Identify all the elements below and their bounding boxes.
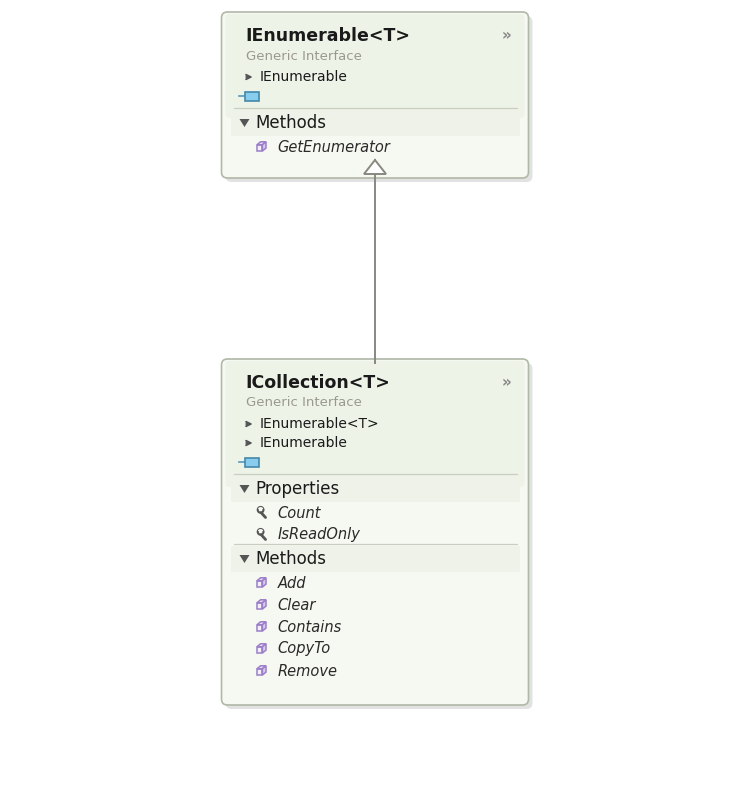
Text: Count: Count xyxy=(278,505,321,520)
Polygon shape xyxy=(262,666,266,675)
Text: GetEnumerator: GetEnumerator xyxy=(278,140,390,155)
Text: Generic Interface: Generic Interface xyxy=(245,50,362,63)
Polygon shape xyxy=(262,142,266,151)
Text: IEnumerable: IEnumerable xyxy=(260,70,347,84)
Text: Properties: Properties xyxy=(256,480,340,498)
Polygon shape xyxy=(257,646,262,653)
Polygon shape xyxy=(364,160,386,174)
Text: Methods: Methods xyxy=(256,550,326,568)
FancyBboxPatch shape xyxy=(226,363,532,709)
Text: Remove: Remove xyxy=(278,663,338,678)
Text: IEnumerable<T>: IEnumerable<T> xyxy=(260,417,379,431)
Text: IEnumerable<T>: IEnumerable<T> xyxy=(245,27,410,45)
Polygon shape xyxy=(262,644,266,653)
Polygon shape xyxy=(257,603,262,609)
Polygon shape xyxy=(257,144,262,151)
Polygon shape xyxy=(257,577,266,581)
Bar xyxy=(230,546,520,572)
FancyBboxPatch shape xyxy=(244,92,259,101)
Wedge shape xyxy=(258,529,263,532)
Text: CopyTo: CopyTo xyxy=(278,642,331,657)
Text: Generic Interface: Generic Interface xyxy=(245,396,362,410)
Text: »: » xyxy=(502,29,512,43)
Polygon shape xyxy=(257,581,262,587)
FancyBboxPatch shape xyxy=(221,12,529,178)
Text: Contains: Contains xyxy=(278,619,342,634)
FancyBboxPatch shape xyxy=(244,458,259,467)
Polygon shape xyxy=(262,577,266,587)
Polygon shape xyxy=(262,622,266,631)
Polygon shape xyxy=(257,644,266,646)
Polygon shape xyxy=(257,142,266,144)
FancyBboxPatch shape xyxy=(226,14,524,118)
Text: »: » xyxy=(502,375,512,391)
Polygon shape xyxy=(262,600,266,609)
Polygon shape xyxy=(257,669,262,675)
Text: IEnumerable: IEnumerable xyxy=(260,436,347,450)
Polygon shape xyxy=(239,119,250,127)
Bar xyxy=(230,476,520,502)
Text: Clear: Clear xyxy=(278,597,316,613)
Wedge shape xyxy=(258,507,263,510)
Text: Methods: Methods xyxy=(256,114,326,132)
Bar xyxy=(230,110,520,136)
Text: IsReadOnly: IsReadOnly xyxy=(278,528,360,542)
Polygon shape xyxy=(257,622,266,625)
Polygon shape xyxy=(257,600,266,603)
FancyBboxPatch shape xyxy=(226,361,524,487)
FancyBboxPatch shape xyxy=(221,359,529,705)
Polygon shape xyxy=(257,666,266,669)
FancyBboxPatch shape xyxy=(226,16,532,182)
Text: ICollection<T>: ICollection<T> xyxy=(245,374,390,392)
Text: Add: Add xyxy=(278,576,306,590)
Polygon shape xyxy=(239,485,250,493)
Polygon shape xyxy=(239,555,250,563)
Polygon shape xyxy=(257,625,262,631)
